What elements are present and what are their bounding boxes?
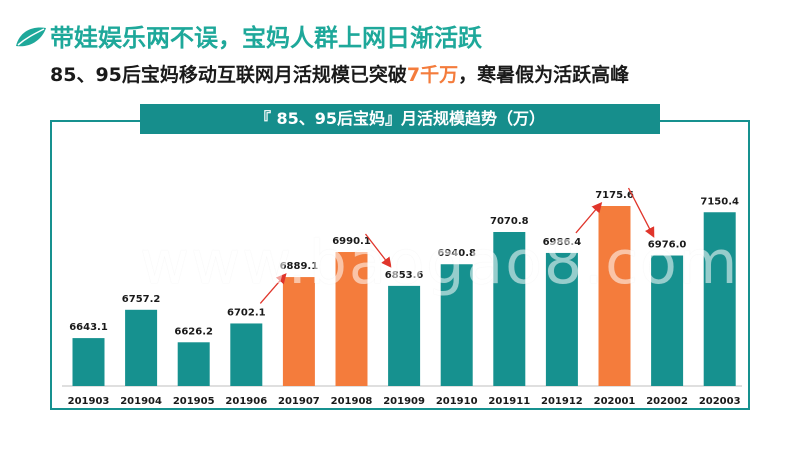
value-label-202002: 6976.0	[648, 240, 687, 251]
value-label-201904: 6757.2	[122, 294, 161, 305]
x-tick-label-201906: 201906	[225, 396, 267, 407]
x-tick-label-201911: 201911	[488, 396, 530, 407]
value-label-201911: 7070.8	[490, 216, 529, 227]
bar-201912	[545, 252, 578, 386]
bar-201908	[335, 252, 368, 386]
page-title: 带娃娱乐两不误，宝妈人群上网日渐活跃	[50, 24, 482, 52]
value-label-201905: 6626.2	[174, 326, 213, 337]
x-tick-label-201910: 201910	[436, 396, 478, 407]
x-tick-label-201912: 201912	[541, 396, 583, 407]
value-label-201910: 6940.8	[437, 248, 476, 259]
subtitle-post: ，寒暑假为活跃高峰	[458, 64, 630, 86]
value-label-201912: 6986.4	[543, 237, 582, 248]
trend-arrow-2	[364, 233, 392, 268]
bar-201909	[388, 285, 421, 386]
page-subtitle: 85、95后宝妈移动互联网月活规模已突破7千万，寒暑假为活跃高峰	[50, 60, 629, 87]
value-label-202001: 7175.6	[595, 190, 634, 201]
trend-arrow-3	[575, 202, 603, 234]
value-label-201908: 6990.1	[332, 236, 371, 247]
leaf-icon	[16, 27, 46, 47]
x-tick-label-201907: 201907	[278, 396, 320, 407]
x-tick-label-201905: 201905	[173, 396, 215, 407]
subtitle-pre: 85、95后宝妈移动互联网月活规模已突破	[50, 64, 407, 86]
value-label-201907: 6889.1	[280, 261, 319, 272]
x-tick-label-201909: 201909	[383, 396, 425, 407]
bar-201903	[72, 338, 105, 386]
x-tick-label-201904: 201904	[120, 396, 162, 407]
bar-201905	[177, 342, 210, 386]
subtitle-highlight: 7千万	[406, 64, 459, 86]
bar-201910	[440, 264, 473, 386]
bar-201907	[282, 277, 315, 386]
x-tick-label-202001: 202001	[594, 396, 636, 407]
x-tick-label-201908: 201908	[331, 396, 373, 407]
x-tick-label-202002: 202002	[646, 396, 688, 407]
bar-202001	[598, 206, 631, 386]
bar-202002	[651, 255, 684, 386]
bar-202003	[703, 212, 736, 386]
value-label-201903: 6643.1	[69, 322, 108, 333]
chart-title: 『 85、95后宝妈』月活规模趋势（万）	[140, 104, 660, 134]
bar-201911	[493, 231, 526, 386]
value-label-201909: 6853.6	[385, 270, 424, 281]
x-tick-label-202003: 202003	[699, 396, 741, 407]
x-tick-label-201903: 201903	[68, 396, 110, 407]
bar-201906	[230, 323, 263, 386]
value-label-202003: 7150.4	[700, 196, 739, 207]
bar-201904	[125, 309, 158, 386]
trend-arrow-1	[259, 273, 287, 304]
value-label-201906: 6702.1	[227, 307, 266, 318]
trend-arrow-4	[627, 187, 655, 238]
